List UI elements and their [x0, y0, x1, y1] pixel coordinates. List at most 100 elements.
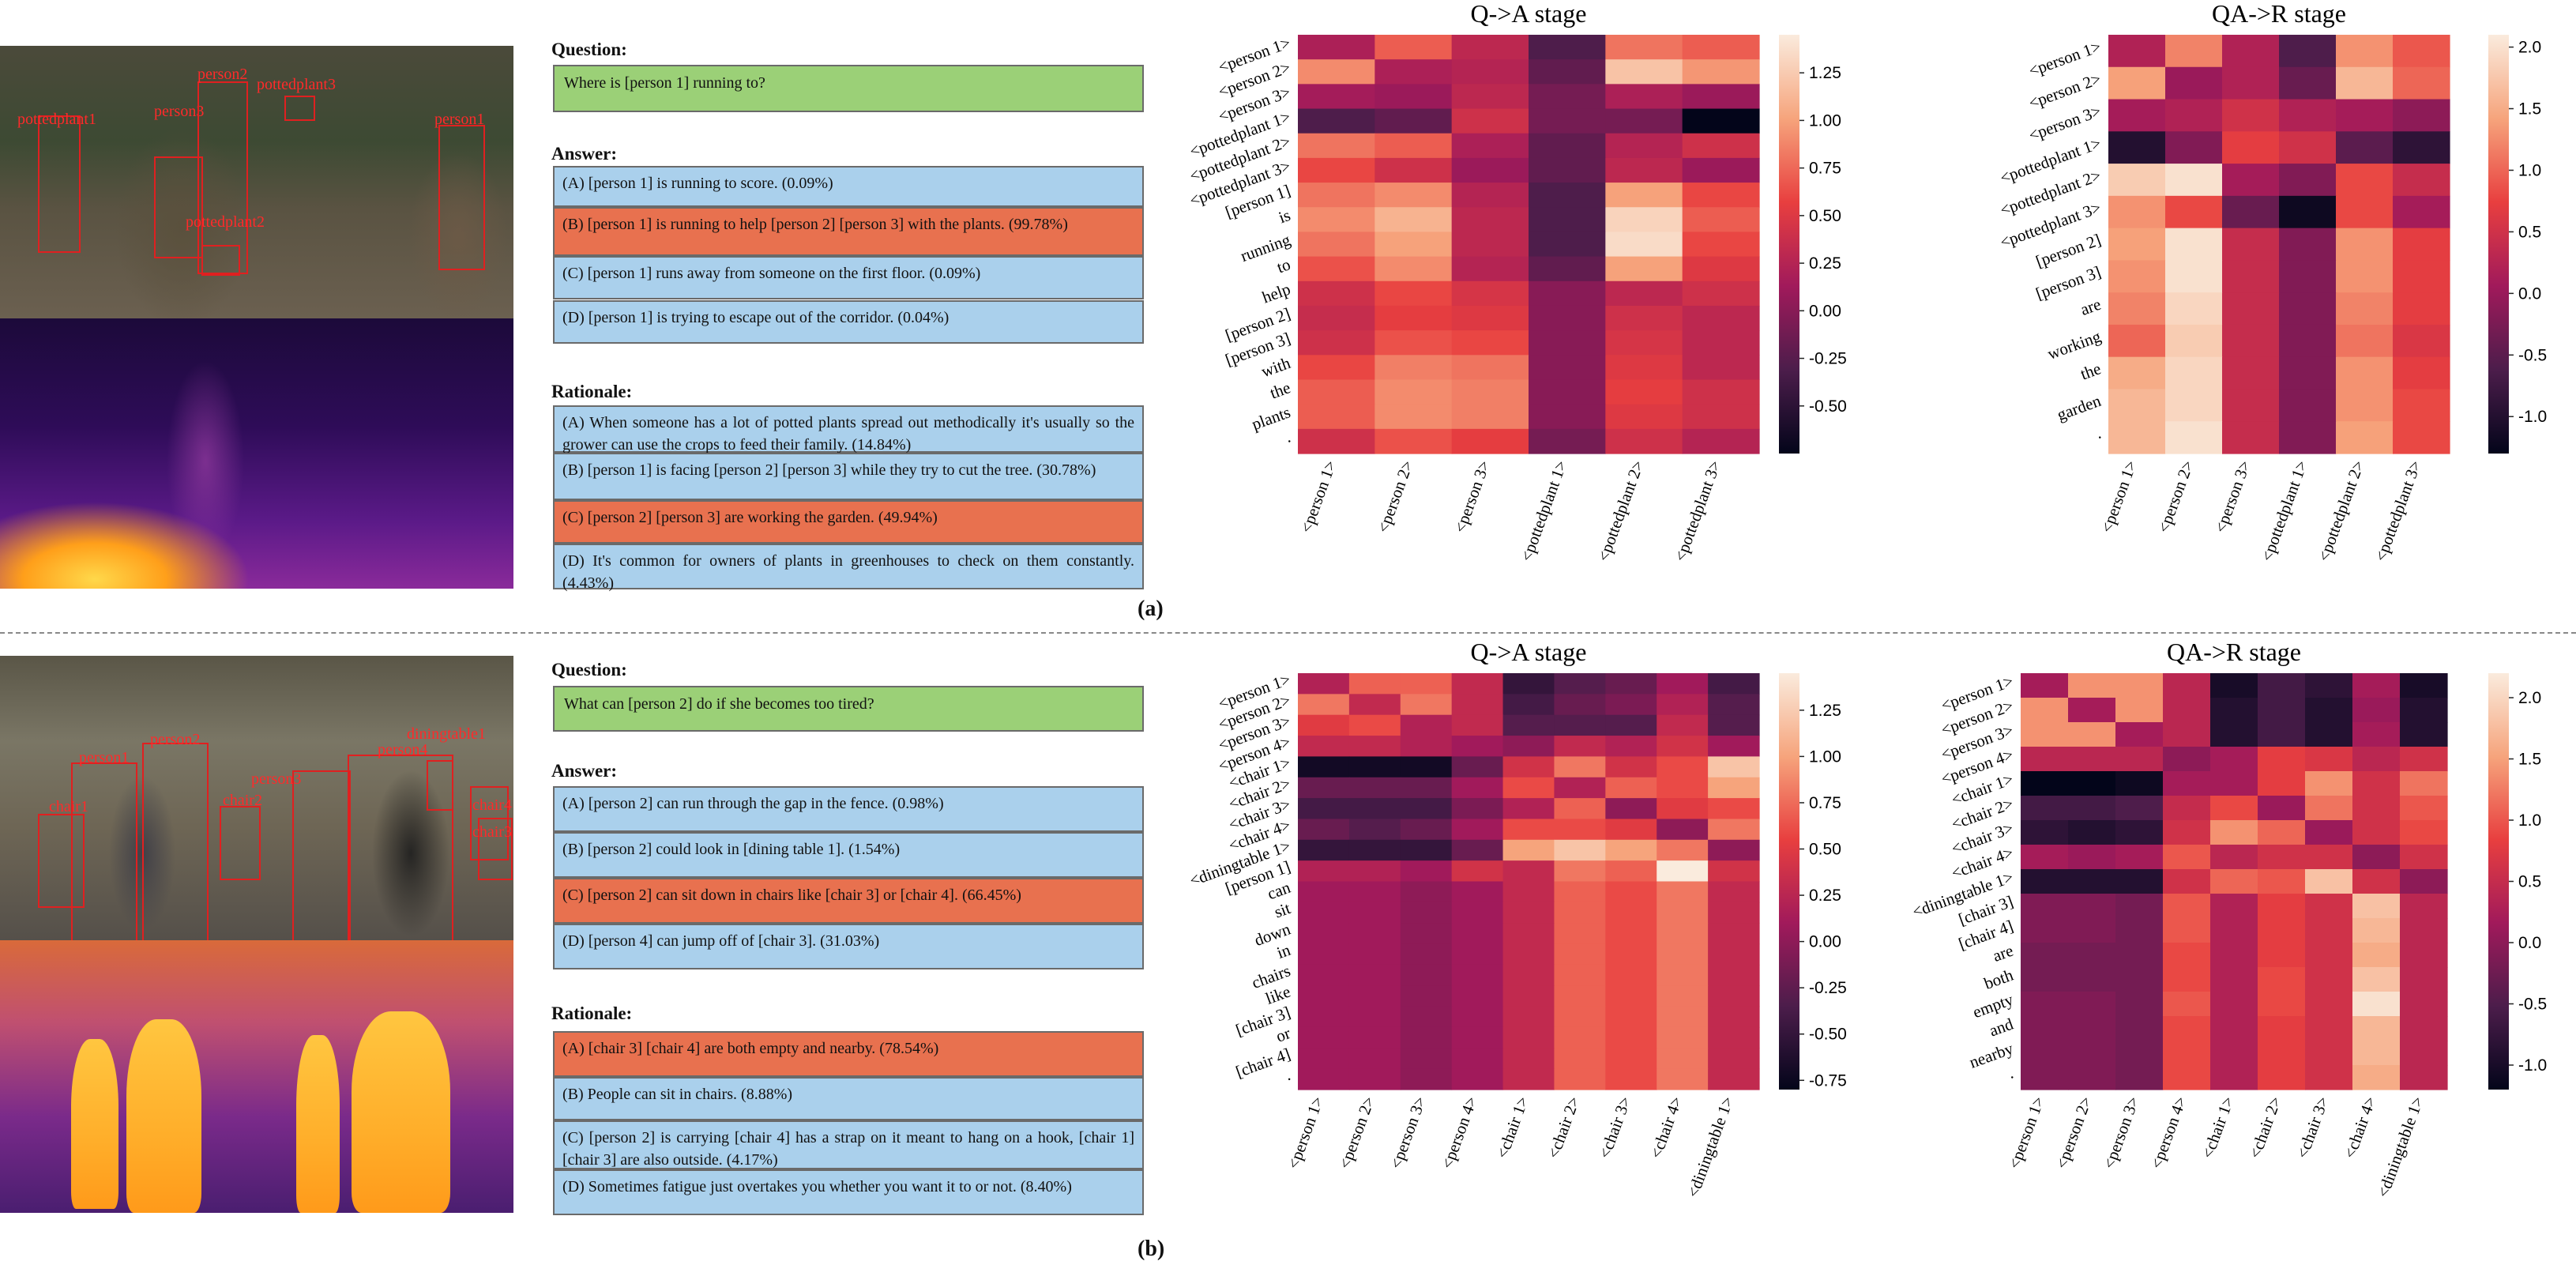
rationale-option-d: (D) Sometimes fatigue just overtakes you… — [553, 1169, 1144, 1215]
heatmap-cell — [2336, 228, 2394, 261]
bbox — [197, 81, 248, 274]
heatmap-cell — [1502, 694, 1555, 716]
heatmap-cell — [1400, 736, 1453, 757]
heatmap-cell — [1451, 964, 1504, 986]
heatmap-cell — [1348, 860, 1401, 883]
heatmap-cell — [1348, 736, 1401, 757]
heatmap-cell — [2163, 845, 2211, 870]
heatmap-cell — [1400, 839, 1453, 861]
x-tick-label: <pottedplant 1> — [1517, 458, 1570, 564]
heatmap-cell — [1682, 428, 1760, 454]
heatmap-cell — [2279, 389, 2337, 422]
heatmap-cell — [1682, 232, 1760, 258]
heatmap-cell — [1298, 379, 1375, 405]
heatmap-cell — [2021, 869, 2069, 894]
heatmap-cell — [2336, 356, 2394, 390]
heatmap-cell — [1708, 673, 1760, 695]
heatmap-cell — [1348, 673, 1401, 695]
depth-figure — [296, 1035, 340, 1213]
colorbar-tick-label: 1.00 — [1809, 747, 1841, 766]
heatmap-cell — [2068, 1016, 2116, 1041]
heatmap-cell — [2210, 820, 2258, 845]
y-tick-label: working — [2045, 326, 2104, 363]
heatmap-cell — [2210, 1065, 2258, 1090]
heatmap-cell — [1374, 133, 1453, 159]
colorbar-tick-label: 0.00 — [1809, 933, 1841, 951]
heatmap-cell — [2210, 992, 2258, 1017]
heatmap-cell — [2222, 421, 2280, 454]
heatmap-cell — [1298, 673, 1350, 695]
heatmap-cell — [1298, 839, 1350, 861]
heatmap-cell — [2279, 292, 2337, 326]
heatmap-cell — [1605, 133, 1683, 159]
heatmap-cell — [2210, 698, 2258, 723]
heatmap-cell — [2222, 195, 2280, 229]
heatmap-cell — [2352, 698, 2401, 723]
heatmap-cell — [2279, 228, 2337, 261]
heatmap-cell — [1529, 133, 1606, 159]
heatmap-cell — [2210, 747, 2258, 772]
heatmap-cell — [2021, 845, 2069, 870]
y-tick-label: in — [1274, 940, 1293, 962]
heatmap-cell — [2108, 164, 2166, 197]
colorbar-tick-label: 1.25 — [1809, 64, 1841, 82]
heatmap-cell — [2352, 845, 2401, 870]
heatmap-cell — [2115, 698, 2164, 723]
heatmap-cell — [1605, 84, 1683, 110]
heatmap-cell — [1400, 714, 1453, 736]
heatmap-0: Q->A stage <person 1> <person 2> <person 3>… — [1187, 0, 1847, 564]
bbox — [470, 786, 509, 860]
heatmap-cell — [1400, 881, 1453, 903]
heatmap-cell — [2400, 747, 2448, 772]
heatmap-cell — [1554, 756, 1606, 778]
bbox-label: pottedplant2 — [186, 213, 265, 231]
heatmap-cell — [1529, 183, 1606, 208]
heatmap-cell — [2163, 967, 2211, 992]
heatmap-cell — [1298, 777, 1350, 799]
heatmap-cell — [1400, 985, 1453, 1007]
heatmap-cell — [2393, 228, 2450, 261]
heatmap-cell — [2305, 698, 2353, 723]
heatmap-cell — [1348, 694, 1401, 716]
heatmap-cell — [2258, 796, 2306, 821]
panel-b-depth-map — [0, 940, 513, 1213]
heatmap-cell — [2305, 894, 2353, 919]
heatmap-cell — [1605, 330, 1683, 356]
x-tick-label: <pottedplant 1> — [2257, 458, 2311, 564]
heatmap-cell — [1451, 694, 1504, 716]
heatmap-cell — [1657, 1068, 1709, 1090]
heatmap-cell — [1298, 756, 1350, 778]
heatmap-cell — [1348, 777, 1401, 799]
heatmap-cell — [1400, 860, 1453, 883]
heatmap-cell — [2336, 260, 2394, 293]
heatmap-cell — [1708, 1048, 1760, 1070]
heatmap-cell — [1298, 157, 1375, 183]
heatmap-cell — [1708, 819, 1760, 841]
heatmap-cell — [2305, 869, 2353, 894]
heatmap-cell — [2210, 943, 2258, 968]
heatmap-cell — [2400, 673, 2448, 698]
heatmap-cell — [2305, 943, 2353, 968]
heatmap-cell — [1554, 673, 1606, 695]
y-tick-label: . — [2093, 424, 2104, 442]
heatmap-cell — [2279, 164, 2337, 197]
panel-b-rgb-image: chair1 person1 person2 chair2 person3 pe… — [0, 656, 513, 940]
x-tick-label: <diningtable 1> — [1683, 1094, 1737, 1200]
heatmap-cell — [2336, 164, 2394, 197]
heatmap-cell — [2165, 35, 2223, 68]
heatmap-cell — [2068, 943, 2116, 968]
bbox-label: chair3 — [472, 823, 512, 841]
heatmap-cell — [2163, 918, 2211, 943]
heatmap-cell — [2115, 796, 2164, 821]
heatmap-cell — [1298, 860, 1350, 883]
heatmap-cell — [2165, 324, 2223, 358]
heatmap-cell — [1451, 108, 1529, 134]
heatmap-cell — [1529, 428, 1606, 454]
heatmap-cell — [1657, 923, 1709, 945]
heatmap-cell — [2258, 1065, 2306, 1090]
heatmap-cell — [2068, 820, 2116, 845]
heatmap-cell — [2068, 869, 2116, 894]
heatmap-cell — [2165, 164, 2223, 197]
heatmap-cell — [2336, 292, 2394, 326]
heatmap-cell — [2210, 845, 2258, 870]
